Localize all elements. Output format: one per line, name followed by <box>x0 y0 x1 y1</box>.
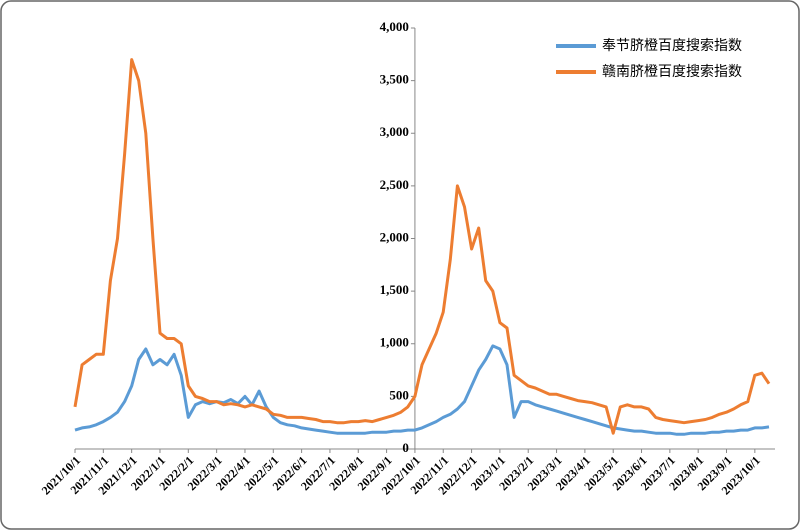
legend-label: 赣南脐橙百度搜索指数 <box>602 63 742 80</box>
y-tick-label: 500 <box>389 387 409 402</box>
y-tick-label: 1,500 <box>380 282 409 297</box>
y-tick-label: 3,000 <box>380 124 409 139</box>
series-line <box>74 344 770 436</box>
y-tick-label: 2,500 <box>380 177 409 192</box>
y-tick-label: 2,000 <box>380 229 409 244</box>
legend-label: 奉节脐橙百度搜索指数 <box>602 37 742 54</box>
y-tick-label: 1,000 <box>380 335 409 350</box>
series-line <box>73 58 771 435</box>
y-tick-label: 3,500 <box>380 72 409 87</box>
y-tick-label: 0 <box>402 440 409 455</box>
y-tick-label: 4,000 <box>380 19 409 34</box>
